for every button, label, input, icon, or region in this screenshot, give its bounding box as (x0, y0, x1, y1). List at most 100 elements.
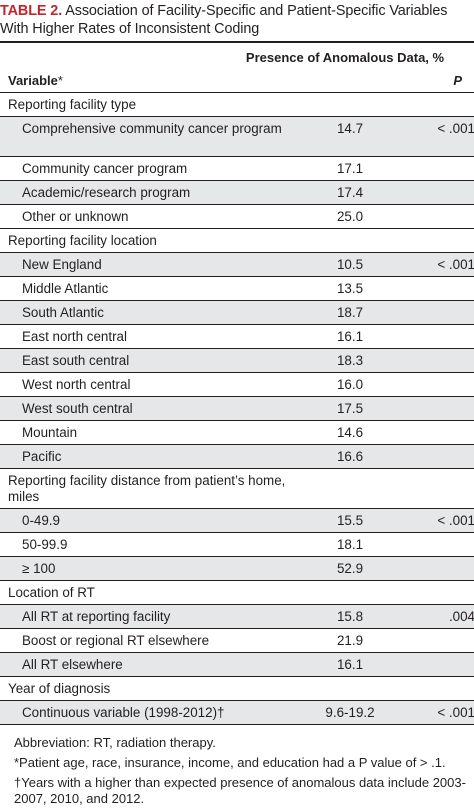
table-group-row: Reporting facility location (0, 228, 474, 253)
variable-cell: Other or unknown (0, 204, 308, 229)
p-value-cell: .004 (392, 604, 474, 629)
p-value-cell: < .001 (392, 700, 474, 724)
table-group-row: Year of diagnosis (0, 676, 474, 701)
variable-cell: East south central (0, 348, 308, 373)
table-row: East south central 18.3 (0, 348, 474, 373)
p-value-cell (392, 556, 474, 581)
table-row: Continuous variable (1998-2012)† 9.6-19.2… (0, 700, 474, 724)
variable-cell: Year of diagnosis (0, 676, 308, 701)
table-row: Comprehensive community cancer program 14… (0, 116, 474, 157)
table-row: 50-99.9 18.1 (0, 532, 474, 557)
presence-cell: 18.1 (308, 532, 392, 557)
p-value-cell (392, 348, 474, 373)
p-value-cell: < .001 (392, 508, 474, 533)
presence-cell: 10.5 (308, 252, 392, 277)
footnote-variables: *Patient age, race, insurance, income, a… (14, 755, 446, 770)
table-group-row: Reporting facility type (0, 92, 474, 117)
variable-cell: Boost or regional RT elsewhere (0, 628, 308, 653)
presence-cell: 17.1 (308, 156, 392, 181)
variable-cell: 0-49.9 (0, 508, 308, 533)
table-row: Middle Atlantic 13.5 (0, 276, 474, 301)
table-body: Reporting facility type Comprehensive com… (0, 92, 474, 724)
p-value-cell (392, 444, 474, 469)
presence-cell (308, 468, 392, 509)
variable-cell: West south central (0, 396, 308, 421)
data-table: Reporting facility type Comprehensive com… (0, 92, 474, 724)
presence-cell (308, 228, 392, 253)
presence-cell (308, 580, 392, 605)
presence-cell: 18.7 (308, 300, 392, 325)
presence-cell: 15.5 (308, 508, 392, 533)
p-value-cell (392, 468, 474, 509)
table-row: All RT at reporting facility 15.8.004 (0, 604, 474, 629)
p-value-cell (392, 532, 474, 557)
footnote-years: †Years with a higher than expected prese… (14, 775, 466, 806)
table-row: All RT elsewhere 16.1 (0, 652, 474, 677)
presence-cell: 15.8 (308, 604, 392, 629)
presence-cell: 52.9 (308, 556, 392, 581)
table-row: Other or unknown 25.0 (0, 204, 474, 229)
p-value-cell (392, 300, 474, 325)
presence-cell: 18.3 (308, 348, 392, 373)
table-row: New England 10.5 < .001 (0, 252, 474, 277)
table-row: ≥ 100 52.9 (0, 556, 474, 581)
table-group-row: Location of RT (0, 580, 474, 605)
table-row: East north central 16.1 (0, 324, 474, 349)
variable-cell: New England (0, 252, 308, 277)
table-caption: Association of Facility-Specific and Pat… (0, 3, 448, 37)
p-value-cell (392, 580, 474, 605)
p-value-cell (392, 324, 474, 349)
presence-cell: 21.9 (308, 628, 392, 653)
presence-cell: 14.6 (308, 420, 392, 445)
presence-cell: 9.6-19.2 (308, 700, 392, 724)
presence-cell: 16.1 (308, 652, 392, 677)
table-row: 0-49.9 15.5 < .001 (0, 508, 474, 533)
table-row: Boost or regional RT elsewhere 21.9 (0, 628, 474, 653)
p-value-cell: < .001 (392, 116, 474, 157)
p-value-cell (392, 396, 474, 421)
presence-cell: 16.6 (308, 444, 392, 469)
presence-cell: 14.7 (308, 116, 392, 157)
variable-cell: 50-99.9 (0, 532, 308, 557)
table-row: West north central 16.0 (0, 372, 474, 397)
variable-cell: Location of RT (0, 580, 308, 605)
variable-cell: Reporting facility distance from patient… (0, 468, 308, 509)
presence-cell: 16.1 (308, 324, 392, 349)
variable-cell: ≥ 100 (0, 556, 308, 581)
variable-cell: Pacific (0, 444, 308, 469)
footnotes: Abbreviation: RT, radiation therapy. *Pa… (0, 725, 474, 807)
variable-cell: Reporting facility location (0, 228, 308, 253)
variable-cell: All RT at reporting facility (0, 604, 308, 629)
p-value-cell (392, 180, 474, 205)
presence-cell: 17.5 (308, 396, 392, 421)
variable-cell: Academic/research program (0, 180, 308, 205)
variable-cell: Mountain (0, 420, 308, 445)
header-presence: Presence of Anomalous Data, % (245, 50, 445, 65)
table-row: West south central 17.5 (0, 396, 474, 421)
footnote-abbreviation: Abbreviation: RT, radiation therapy. (14, 735, 216, 750)
p-value-cell (392, 204, 474, 229)
presence-cell: 17.4 (308, 180, 392, 205)
table-row: Community cancer program 17.1 (0, 156, 474, 181)
variable-cell: Continuous variable (1998-2012)† (0, 700, 308, 724)
header-variable-label: Variable (8, 73, 58, 88)
table-row: Pacific 16.6 (0, 444, 474, 469)
p-value-cell: < .001 (392, 252, 474, 277)
presence-cell (308, 676, 392, 701)
presence-cell: 16.0 (308, 372, 392, 397)
variable-cell: West north central (0, 372, 308, 397)
table-body-wrap: Reporting facility type Comprehensive com… (0, 92, 474, 725)
p-value-cell (392, 156, 474, 181)
p-value-cell (392, 372, 474, 397)
presence-cell: 13.5 (308, 276, 392, 301)
table-row: Mountain 14.6 (0, 420, 474, 445)
variable-cell: Middle Atlantic (0, 276, 308, 301)
variable-cell: Community cancer program (0, 156, 308, 181)
variable-cell: Reporting facility type (0, 92, 308, 117)
header-variable-mark: * (57, 73, 63, 88)
p-value-cell (392, 276, 474, 301)
presence-cell (308, 92, 392, 117)
p-value-cell (392, 652, 474, 677)
p-value-cell (392, 420, 474, 445)
table-title: TABLE 2. Association of Facility-Specifi… (0, 0, 474, 38)
